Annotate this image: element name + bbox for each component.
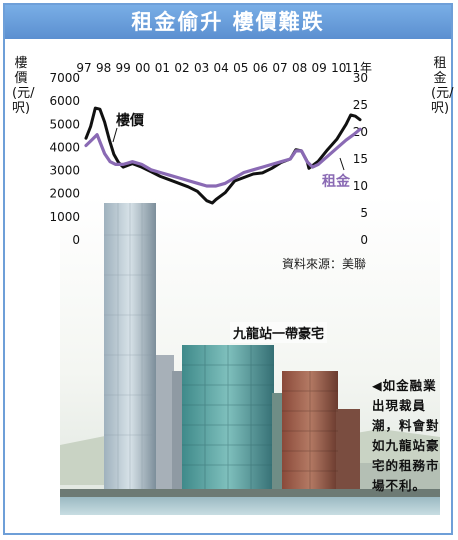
left-tick-label: 5000: [49, 117, 80, 131]
x-tick-label: 08: [292, 61, 307, 75]
x-tick-label: 11年: [345, 61, 372, 75]
kowloon-station-photo: [60, 195, 440, 515]
price-callout-pointer: [112, 127, 118, 143]
right-tick-label: 10: [353, 179, 368, 193]
x-tick-label: 02: [174, 61, 189, 75]
series-line-rent: [84, 127, 362, 188]
right-axis-label: 租金(元/呎): [431, 56, 454, 116]
x-tick-label: 10: [331, 61, 346, 75]
right-tick-label: 0: [360, 233, 368, 247]
left-tick-label: 6000: [49, 94, 80, 108]
left-tick-label: 0: [72, 233, 80, 247]
x-tick-label: 01: [155, 61, 170, 75]
page-title: 租金偷升 樓價難跌: [5, 5, 451, 39]
left-tick-label: 7000: [49, 71, 80, 85]
series-line-price: [84, 106, 362, 205]
right-axis-label-text: 租金(元/呎): [431, 56, 454, 116]
photo-caption: 九龍站一帶豪宅: [230, 322, 328, 343]
right-tick-label: 5: [360, 206, 368, 220]
left-tick-label: 4000: [49, 140, 80, 154]
x-tick-label: 97: [76, 61, 91, 75]
x-tick-label: 06: [253, 61, 268, 75]
rent-callout-label: 租金: [322, 173, 351, 190]
left-tick-label: 1000: [49, 210, 80, 224]
x-tick-label: 05: [233, 61, 248, 75]
left-axis-label: 樓價(元/呎): [12, 56, 35, 116]
price-callout-label: 樓價: [116, 112, 145, 129]
right-tick-label: 25: [353, 98, 368, 112]
x-tick-label: 00: [135, 61, 150, 75]
right-tick-label: 20: [353, 125, 368, 139]
x-tick-label: 04: [214, 61, 229, 75]
x-tick-label: 03: [194, 61, 209, 75]
right-tick-label: 30: [353, 71, 368, 85]
x-tick-label: 09: [312, 61, 327, 75]
rent-callout-pointer: [339, 157, 345, 171]
side-note: ◀如金融業出現裁員潮，料會對如九龍站豪宅的租務市場不利。: [372, 378, 440, 493]
x-tick-label: 98: [96, 61, 111, 75]
left-tick-label: 2000: [49, 187, 80, 201]
x-tick-label: 99: [116, 61, 131, 75]
source-note: 資料來源：美聯: [282, 257, 367, 271]
right-tick-label: 15: [353, 152, 368, 166]
left-tick-label: 3000: [49, 164, 80, 178]
left-axis-label-text: 樓價(元/呎): [12, 56, 35, 116]
x-tick-label: 07: [272, 61, 287, 75]
